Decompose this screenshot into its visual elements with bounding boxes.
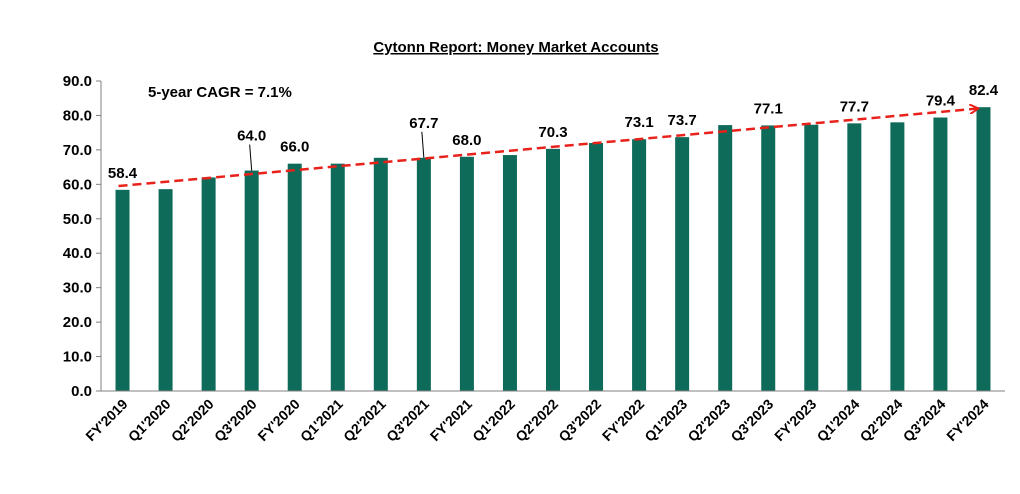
- x-tick-label: Q1'2024: [814, 396, 863, 445]
- x-tick-label: FY'2020: [254, 396, 302, 444]
- bar: [847, 123, 862, 391]
- bar: [459, 156, 474, 391]
- x-tick-label: Q3'2022: [555, 396, 604, 445]
- y-tick-label: 50.0: [63, 211, 92, 228]
- cagr-annotation: 5-year CAGR = 7.1%: [148, 84, 292, 101]
- data-label: 79.4: [926, 93, 956, 110]
- bar: [933, 117, 948, 391]
- y-tick-label: 0.0: [71, 383, 92, 400]
- y-tick-label: 80.0: [63, 107, 92, 124]
- bar: [976, 107, 991, 391]
- bar: [201, 177, 216, 391]
- x-tick-label: Q3'2023: [727, 396, 776, 445]
- x-tick-label: FY'2024: [943, 396, 991, 444]
- y-axis: 0.0 10.0 20.0 30.0 40.0 50.0 60.0 70.0 80.0 90.0: [63, 73, 102, 400]
- y-tick-label: 30.0: [63, 280, 92, 297]
- bar: [632, 139, 647, 391]
- data-label: 68.0: [452, 132, 481, 149]
- bar: [158, 189, 173, 391]
- bar: [761, 125, 776, 391]
- y-tick-label: 70.0: [63, 142, 92, 159]
- x-tick-label: Q1'2022: [469, 396, 518, 445]
- data-label: 58.4: [108, 165, 138, 182]
- bar: [416, 157, 431, 391]
- bar: [546, 148, 560, 391]
- leader-line: [249, 144, 253, 171]
- x-tick-label: Q1'2020: [125, 396, 174, 445]
- bar: [115, 189, 130, 391]
- trendline: [118, 109, 978, 188]
- bar: [675, 137, 690, 391]
- bar: [718, 125, 733, 391]
- x-tick-label: Q2'2023: [684, 396, 733, 445]
- x-tick-label: Q3'2024: [900, 396, 949, 445]
- data-label: 67.7: [409, 115, 438, 132]
- data-label: 77.1: [754, 100, 783, 117]
- x-tick-label: Q2'2024: [857, 396, 906, 445]
- data-label: 73.1: [624, 114, 653, 131]
- leader-line: [421, 131, 425, 158]
- data-label: 82.4: [969, 82, 999, 99]
- bar: [287, 163, 302, 391]
- bars: [115, 107, 991, 391]
- bar: [244, 170, 259, 391]
- data-label: 64.0: [237, 128, 266, 145]
- x-tick-label: Q3'2021: [383, 396, 432, 445]
- y-tick-label: 10.0: [63, 349, 92, 366]
- data-labels: 58.4 64.0 66.0 67.7 68.0 70.3 73.1 73.7 77.1 77.7…: [108, 82, 999, 182]
- y-tick-label: 90.0: [63, 73, 92, 90]
- bar: [330, 163, 345, 391]
- x-tick-label: Q1'2021: [297, 396, 346, 445]
- x-tick-label: FY'2022: [599, 396, 647, 444]
- x-tick-label: Q1'2023: [641, 396, 690, 445]
- chart-title: Cytonn Report: Money Market Accounts: [373, 39, 658, 56]
- x-tick-label: Q3'2020: [211, 396, 260, 445]
- y-tick-label: 40.0: [63, 245, 92, 262]
- bar: [804, 124, 819, 391]
- cagr-trend-arrow: [118, 109, 978, 188]
- data-label: 77.7: [840, 98, 869, 115]
- x-axis: FY'2019Q1'2020Q2'2020Q3'2020FY'2020Q1'20…: [82, 390, 1005, 445]
- y-tick-label: 60.0: [63, 176, 92, 193]
- x-tick-label: FY'2021: [427, 396, 475, 444]
- x-tick-label: FY'2019: [82, 396, 130, 444]
- data-label: 66.0: [280, 139, 309, 156]
- bar: [502, 155, 517, 391]
- y-tick-label: 20.0: [63, 314, 92, 331]
- x-tick-label: Q2'2022: [512, 396, 561, 445]
- bar: [589, 143, 604, 391]
- bar: [373, 157, 388, 391]
- data-label: 73.7: [668, 112, 697, 129]
- bar: [890, 122, 905, 391]
- x-tick-label: Q2'2021: [340, 396, 389, 445]
- x-tick-label: FY'2023: [771, 396, 819, 444]
- x-tick-label: Q2'2020: [168, 396, 217, 445]
- data-label: 70.3: [538, 124, 567, 141]
